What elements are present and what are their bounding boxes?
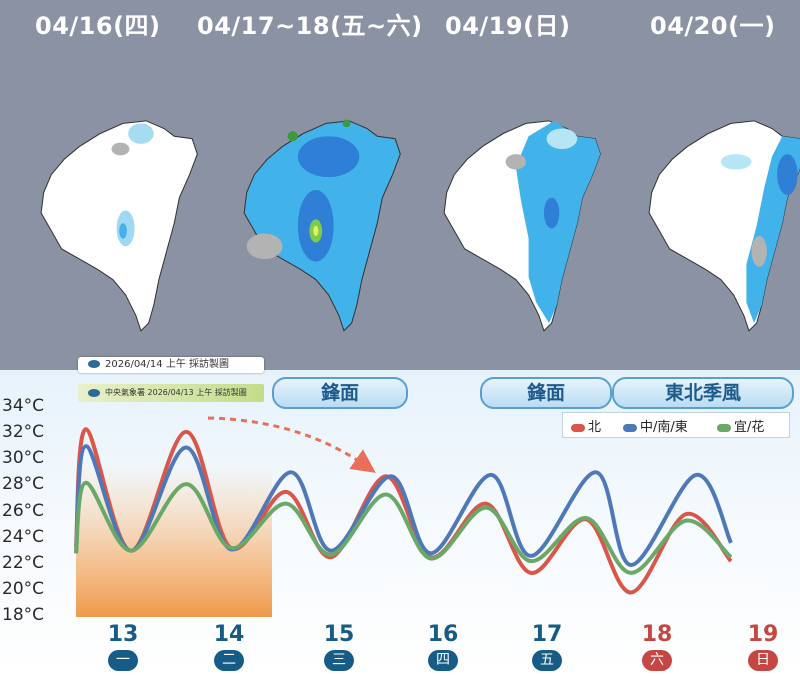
legend-swatch-east	[717, 423, 731, 432]
cwa-logo-icon	[88, 360, 100, 368]
rain-forecast-maps: 04/16(四) 04/17~18(五~六) 04/19(日) 04/20(一)	[35, 12, 800, 332]
weekday-badge: 三	[324, 650, 354, 671]
monsoon-label: 東北季風	[612, 377, 794, 409]
weekday-badge: 六	[642, 650, 672, 671]
timestamp-top: 2026/04/14 上午 採訪製圖	[78, 357, 264, 373]
legend-north: 北	[571, 416, 601, 435]
weekday-badge: 四	[428, 650, 458, 671]
legend-swatch-north	[571, 423, 585, 432]
legend-label-north: 北	[588, 420, 602, 435]
legend-swatch-central	[623, 423, 637, 432]
map-title-0419: 04/19(日)	[445, 12, 571, 40]
y-tick-label: 22°C	[2, 552, 45, 573]
taiwan-rain-maps-svg	[40, 119, 800, 332]
day-number: 16	[427, 622, 459, 647]
day-number: 14	[213, 622, 245, 647]
chart-legend: 北 中/南/東 宜/花	[562, 412, 790, 438]
map-title-0417-18: 04/17~18(五~六)	[197, 12, 423, 40]
y-tick-label: 28°C	[2, 474, 45, 495]
front-label-1: 鋒面	[272, 377, 408, 409]
weekday-badge: 二	[214, 650, 244, 671]
weekday-badge: 一	[108, 650, 138, 671]
timestamp-top-text: 2026/04/14 上午 採訪製圖	[105, 359, 229, 370]
y-tick-label: 30°C	[2, 448, 45, 469]
y-tick-label: 34°C	[2, 396, 45, 416]
legend-label-east: 宜/花	[734, 420, 765, 435]
day-number: 18	[641, 622, 673, 647]
map-0416	[40, 120, 198, 332]
day-number: 19	[747, 622, 779, 647]
y-tick-label: 20°C	[2, 578, 45, 599]
timestamp-sub-text: 中央氣象署 2026/04/13 上午 採訪製圖	[105, 388, 247, 397]
legend-label-central: 中/南/東	[640, 420, 688, 435]
day-number: 13	[107, 622, 139, 647]
y-tick-label: 24°C	[2, 526, 45, 547]
map-0417-18	[243, 119, 401, 332]
map-0420	[648, 120, 800, 332]
front-label-2: 鋒面	[480, 377, 612, 409]
y-tick-label: 32°C	[2, 422, 45, 443]
weekday-badge: 五	[532, 650, 562, 671]
cwa-logo-icon	[88, 388, 100, 397]
weekday-badge: 日	[748, 650, 778, 671]
map-title-0416: 04/16(四)	[35, 12, 161, 40]
legend-central: 中/南/東	[623, 416, 688, 435]
map-0419	[443, 120, 601, 332]
y-tick-label: 26°C	[2, 500, 45, 521]
day-number: 17	[531, 622, 563, 647]
legend-east: 宜/花	[717, 416, 764, 435]
map-title-0420: 04/20(一)	[650, 12, 776, 40]
timestamp-sub: 中央氣象署 2026/04/13 上午 採訪製圖	[78, 384, 264, 402]
y-tick-label: 18°C	[2, 605, 45, 625]
day-number: 15	[323, 622, 355, 647]
